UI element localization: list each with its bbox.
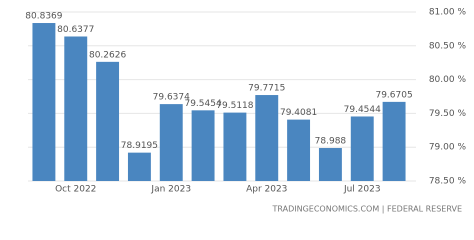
- x-tick-label: Jul 2023: [343, 185, 381, 195]
- y-tick-label: 81.00 %: [429, 8, 467, 18]
- value-label: 78.9195: [121, 141, 158, 151]
- bar: [64, 36, 88, 181]
- bar: [191, 110, 215, 181]
- bar: [96, 61, 120, 182]
- y-tick-label: 79.00 %: [429, 143, 467, 153]
- bar: [255, 95, 279, 181]
- value-label: 79.6374: [153, 93, 190, 103]
- value-label: 79.5454: [184, 99, 221, 109]
- bar: [159, 104, 183, 181]
- chart: TRADINGECONOMICS.COM | FEDERAL RESERVE 7…: [25, 8, 467, 214]
- x-tick-label: Jan 2023: [150, 185, 191, 195]
- y-tick-label: 80.00 %: [429, 75, 467, 85]
- value-label: 79.4081: [280, 108, 317, 118]
- x-tick-label: Apr 2023: [246, 185, 287, 195]
- value-label: 79.5118: [216, 101, 253, 111]
- x-tick-label: Oct 2022: [55, 185, 96, 195]
- value-label: 79.6705: [375, 90, 412, 100]
- bar: [318, 148, 342, 181]
- source: TRADINGECONOMICS.COM | FEDERAL RESERVE: [271, 205, 462, 214]
- bar: [223, 112, 247, 181]
- y-tick-label: 78.50 %: [429, 177, 467, 187]
- bar: [287, 119, 311, 181]
- value-label: 78.988: [315, 137, 347, 147]
- value-label: 80.6377: [57, 25, 94, 35]
- value-label: 79.4544: [344, 105, 381, 115]
- value-label: 80.2626: [89, 50, 126, 60]
- y-tick-label: 79.50 %: [429, 109, 467, 119]
- bar: [382, 101, 406, 181]
- value-label: 79.7715: [248, 84, 285, 94]
- bar: [32, 23, 56, 182]
- bar: [127, 152, 151, 181]
- value-label: 80.8369: [25, 12, 62, 22]
- y-tick-label: 80.50 %: [429, 41, 467, 51]
- bar: [350, 116, 374, 181]
